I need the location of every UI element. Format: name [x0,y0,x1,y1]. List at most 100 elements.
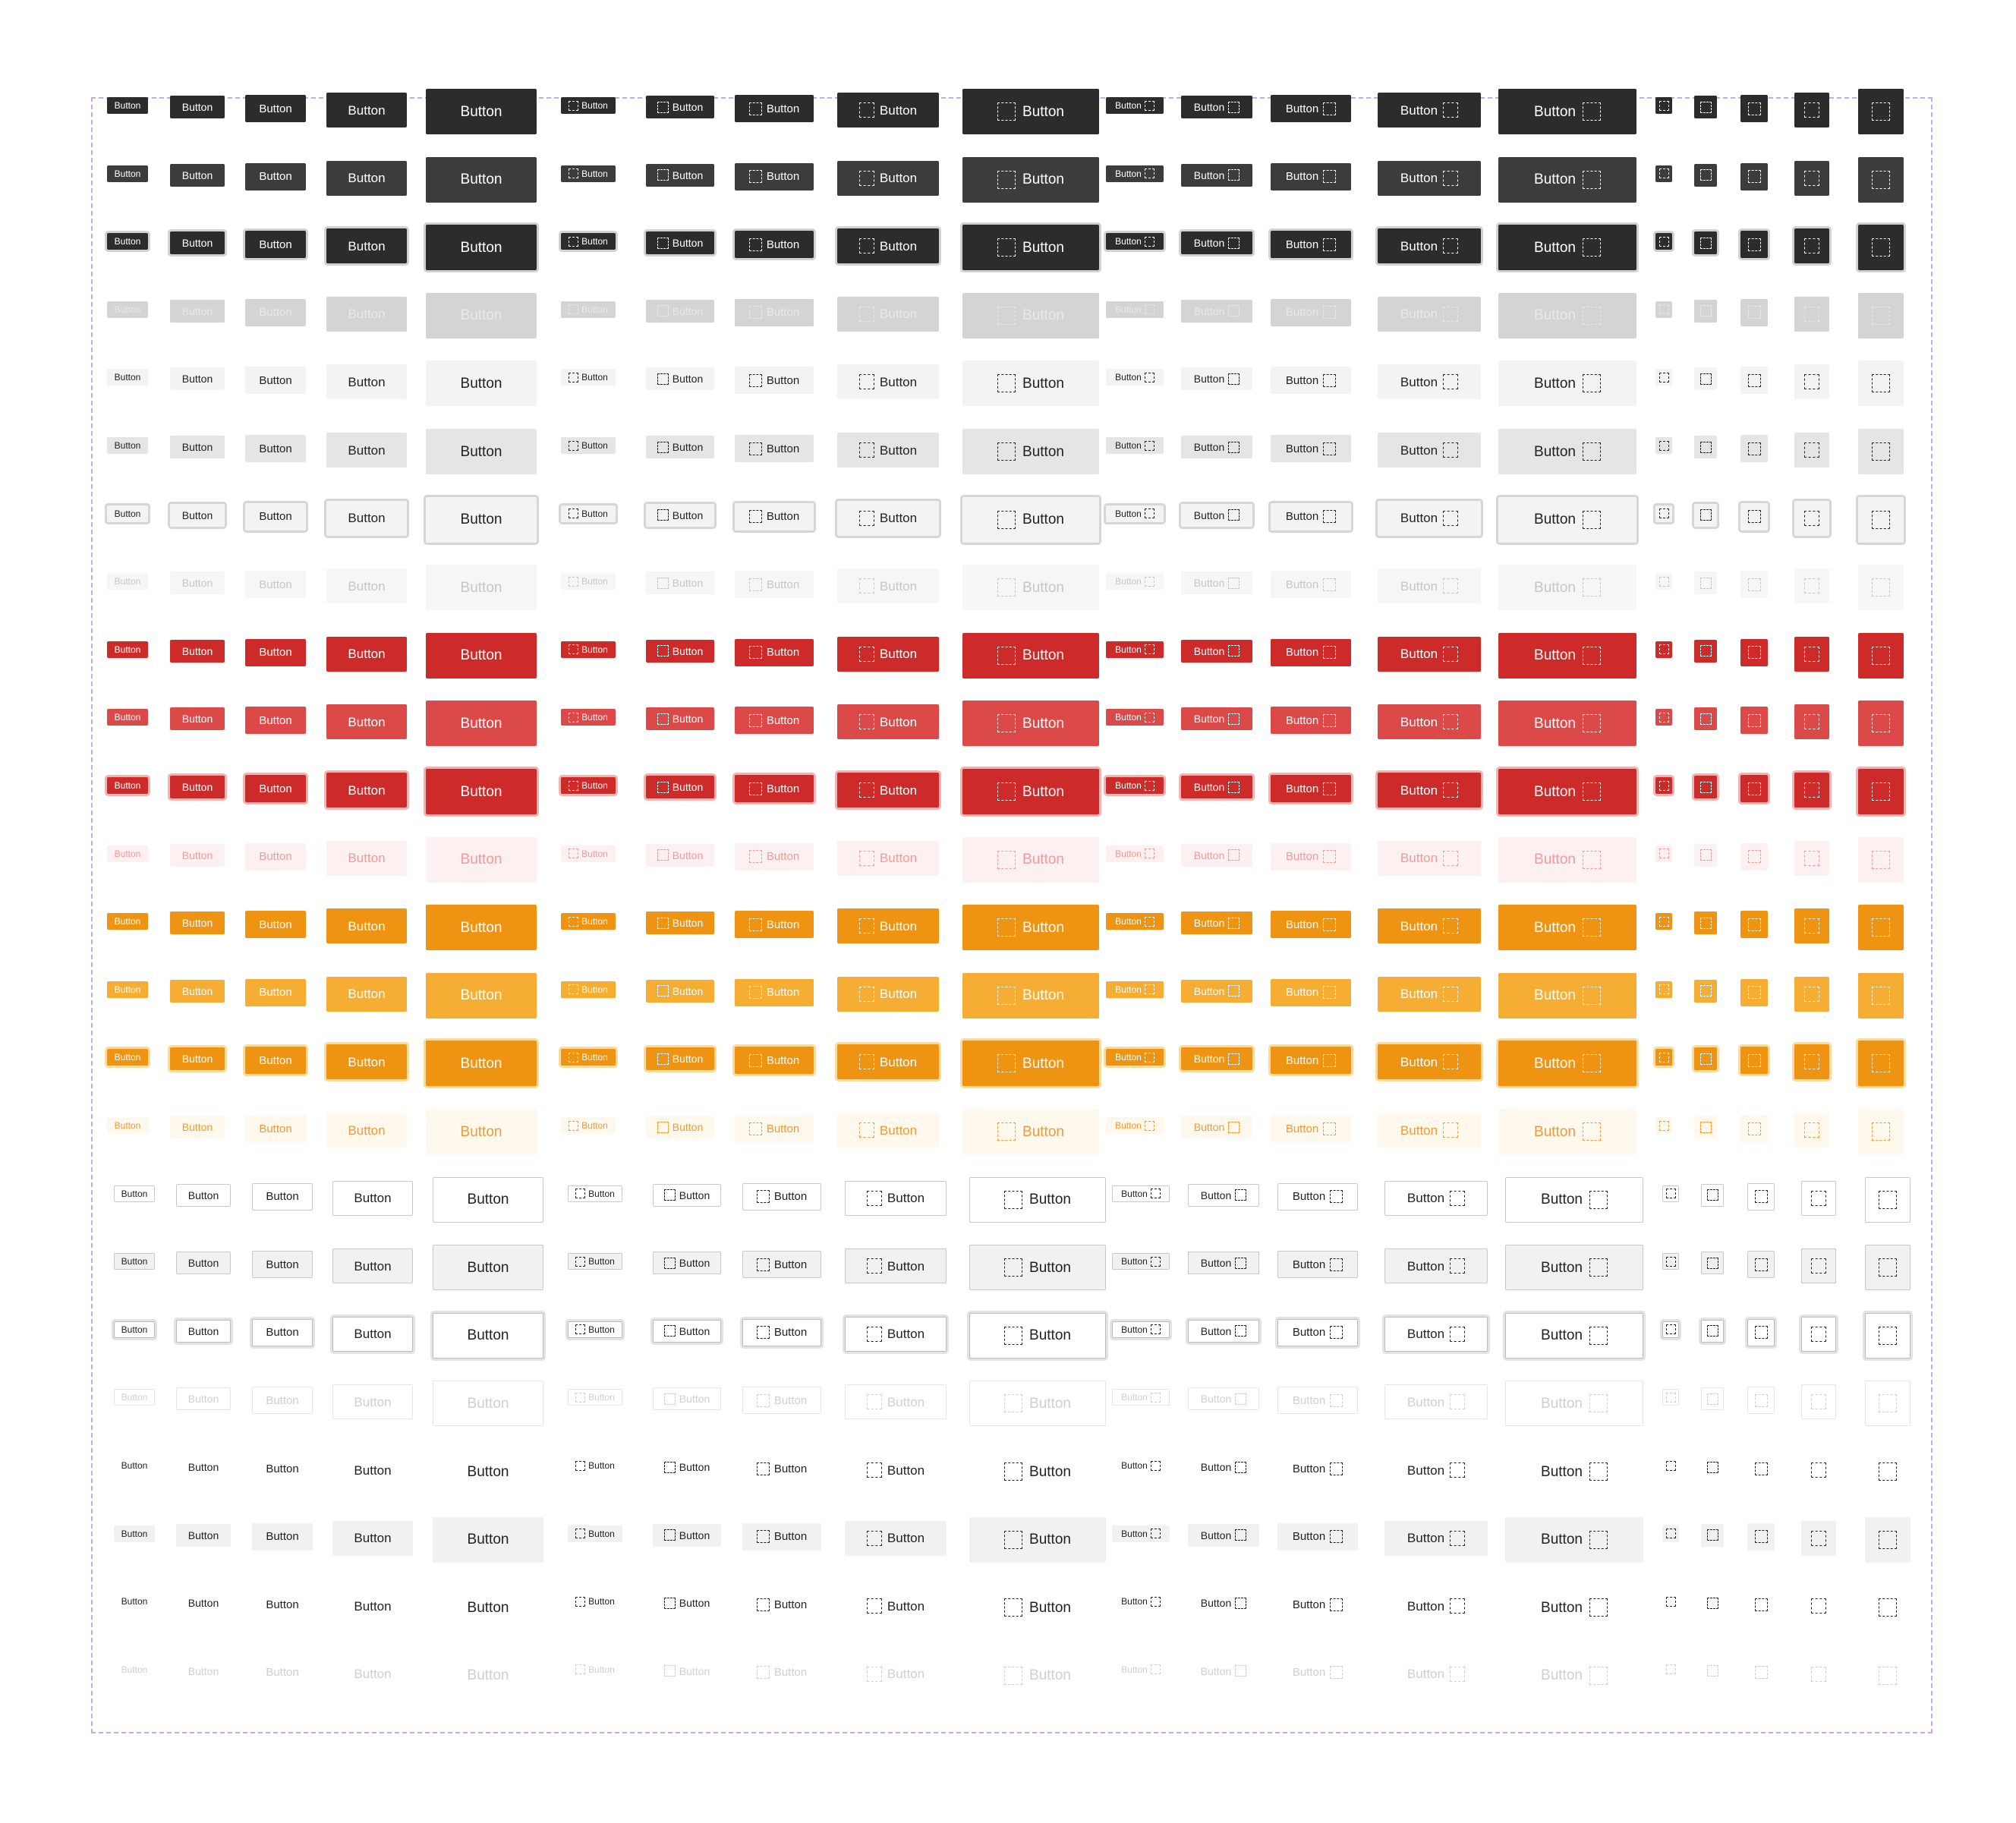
button-red-default-icon-only-xs[interactable] [1655,641,1672,658]
button-red-default-icon-right-sm[interactable]: Button [1181,639,1252,663]
button-orange-focus-icon-only-lg[interactable] [1794,1044,1829,1080]
button-ghost-focus-icon-left-xs[interactable]: Button [568,1593,622,1610]
button-orange-default-icon-left-lg[interactable]: Button [837,908,939,944]
button-dark-focus-label-only-lg[interactable]: Button [326,228,407,264]
button-ghost-focus-icon-right-lg[interactable]: Button [1384,1588,1488,1623]
button-dark-focus-icon-right-lg[interactable]: Button [1378,228,1481,264]
button-dark-default-icon-right-md[interactable]: Button [1271,95,1351,122]
button-ghost-focus-icon-left-lg[interactable]: Button [845,1588,947,1623]
button-orange-default-label-only-sm[interactable]: Button [170,912,225,935]
button-red-focus-icon-only-sm[interactable] [1694,776,1717,798]
button-ghost-focus-icon-only-sm[interactable] [1701,1592,1724,1614]
button-outline-default-icon-only-xs[interactable] [1662,1185,1679,1202]
button-orange-hover-label-only-xs[interactable]: Button [107,981,148,998]
button-dark-focus-label-only-md[interactable]: Button [245,231,306,259]
button-orange-hover-icon-left-xl[interactable]: Button [962,972,1099,1019]
button-outline-default-icon-left-sm[interactable]: Button [653,1183,721,1207]
button-orange-hover-icon-only-sm[interactable] [1694,979,1717,1003]
button-ghost-hover-icon-only-xs[interactable] [1662,1525,1679,1542]
button-red-hover-label-only-md[interactable]: Button [245,707,306,735]
button-light-hover-label-only-xl[interactable]: Button [426,429,537,474]
button-red-hover-icon-only-md[interactable] [1740,707,1768,735]
button-orange-hover-label-only-xl[interactable]: Button [426,972,537,1019]
button-ghost-default-icon-left-xs[interactable]: Button [568,1457,622,1474]
button-orange-hover-icon-right-xl[interactable]: Button [1498,972,1636,1019]
button-light-hover-icon-only-sm[interactable] [1694,436,1717,458]
button-red-focus-icon-only-md[interactable] [1740,775,1768,802]
button-light-focus-icon-left-lg[interactable]: Button [837,500,939,536]
button-orange-focus-icon-only-sm[interactable] [1694,1047,1717,1071]
button-red-default-icon-only-lg[interactable] [1794,636,1829,672]
button-light-hover-icon-only-xl[interactable] [1858,429,1904,474]
button-red-hover-icon-left-xs[interactable]: Button [561,709,616,726]
button-outline-hover-icon-only-md[interactable] [1747,1251,1775,1279]
button-outline-focus-icon-right-xl[interactable]: Button [1505,1312,1643,1359]
button-red-hover-icon-only-xl[interactable] [1858,701,1904,747]
button-outline-default-icon-only-lg[interactable] [1801,1180,1836,1216]
button-red-default-label-only-lg[interactable]: Button [326,636,407,672]
button-ghost-hover-icon-left-xs[interactable]: Button [568,1525,622,1542]
button-outline-default-label-only-sm[interactable]: Button [176,1183,231,1207]
button-orange-default-label-only-md[interactable]: Button [245,911,306,939]
button-outline-focus-icon-only-md[interactable] [1747,1318,1775,1346]
button-ghost-default-icon-only-md[interactable] [1747,1455,1775,1482]
button-dark-hover-icon-only-lg[interactable] [1794,160,1829,196]
button-light-default-icon-only-xl[interactable] [1858,361,1904,407]
button-outline-default-icon-right-lg[interactable]: Button [1384,1180,1488,1216]
button-ghost-default-icon-right-md[interactable]: Button [1277,1455,1358,1482]
button-light-focus-icon-right-sm[interactable]: Button [1181,503,1252,527]
button-ghost-default-label-only-sm[interactable]: Button [176,1456,231,1478]
button-outline-default-icon-right-sm[interactable]: Button [1188,1183,1259,1207]
button-red-focus-icon-right-xl[interactable]: Button [1498,769,1636,814]
button-outline-focus-icon-left-lg[interactable]: Button [845,1316,947,1352]
button-red-hover-label-only-xs[interactable]: Button [107,709,148,726]
button-red-default-icon-left-lg[interactable]: Button [837,636,939,672]
button-outline-default-label-only-xl[interactable]: Button [433,1176,543,1223]
button-ghost-default-icon-only-xl[interactable] [1865,1449,1910,1494]
button-light-focus-icon-only-md[interactable] [1740,502,1768,531]
button-dark-hover-icon-right-lg[interactable]: Button [1378,160,1481,196]
button-ghost-default-icon-only-lg[interactable] [1801,1453,1836,1488]
button-red-hover-icon-right-xs[interactable]: Button [1106,709,1164,726]
button-dark-default-icon-left-md[interactable]: Button [735,95,814,122]
button-red-hover-icon-right-lg[interactable]: Button [1378,704,1481,740]
button-dark-default-icon-left-lg[interactable]: Button [837,93,939,128]
button-light-focus-icon-only-lg[interactable] [1794,500,1829,536]
button-orange-focus-icon-right-md[interactable]: Button [1271,1047,1351,1075]
button-red-default-icon-only-sm[interactable] [1694,639,1717,663]
button-light-default-label-only-md[interactable]: Button [245,367,306,395]
button-red-default-icon-right-xs[interactable]: Button [1106,641,1164,658]
button-orange-focus-icon-right-lg[interactable]: Button [1378,1044,1481,1080]
button-dark-focus-label-only-xs[interactable]: Button [107,233,148,250]
button-light-default-icon-only-xs[interactable] [1655,369,1672,386]
button-red-focus-icon-only-lg[interactable] [1794,773,1829,808]
button-red-default-label-only-xs[interactable]: Button [107,641,148,658]
button-ghost-default-icon-only-sm[interactable] [1701,1456,1724,1478]
button-red-hover-icon-right-sm[interactable]: Button [1181,707,1252,731]
button-orange-hover-icon-only-lg[interactable] [1794,976,1829,1012]
button-orange-hover-label-only-sm[interactable]: Button [170,979,225,1003]
button-red-focus-icon-left-xs[interactable]: Button [561,777,616,794]
button-orange-default-icon-left-md[interactable]: Button [735,911,814,939]
button-outline-hover-icon-right-xl[interactable]: Button [1505,1245,1643,1291]
button-orange-hover-icon-left-sm[interactable]: Button [646,979,714,1003]
button-outline-hover-icon-right-lg[interactable]: Button [1384,1248,1488,1284]
button-orange-hover-icon-only-md[interactable] [1740,978,1768,1006]
button-dark-default-icon-left-xl[interactable]: Button [962,89,1099,134]
button-light-hover-label-only-sm[interactable]: Button [170,436,225,458]
button-red-default-icon-only-xl[interactable] [1858,632,1904,679]
button-orange-default-icon-only-xl[interactable] [1858,905,1904,951]
button-red-focus-icon-left-lg[interactable]: Button [837,773,939,808]
button-outline-hover-icon-left-md[interactable]: Button [742,1251,821,1279]
button-dark-default-icon-left-xs[interactable]: Button [561,97,616,114]
button-outline-focus-icon-left-md[interactable]: Button [742,1318,821,1346]
button-dark-default-label-only-xl[interactable]: Button [426,89,537,134]
button-light-hover-icon-left-lg[interactable]: Button [837,433,939,468]
button-dark-hover-icon-left-sm[interactable]: Button [646,163,714,187]
button-red-focus-label-only-sm[interactable]: Button [170,776,225,798]
button-outline-default-icon-only-md[interactable] [1747,1182,1775,1211]
button-dark-hover-label-only-md[interactable]: Button [245,162,306,190]
button-dark-focus-icon-only-lg[interactable] [1794,228,1829,264]
button-orange-default-label-only-lg[interactable]: Button [326,908,407,944]
button-outline-focus-icon-only-lg[interactable] [1801,1316,1836,1352]
